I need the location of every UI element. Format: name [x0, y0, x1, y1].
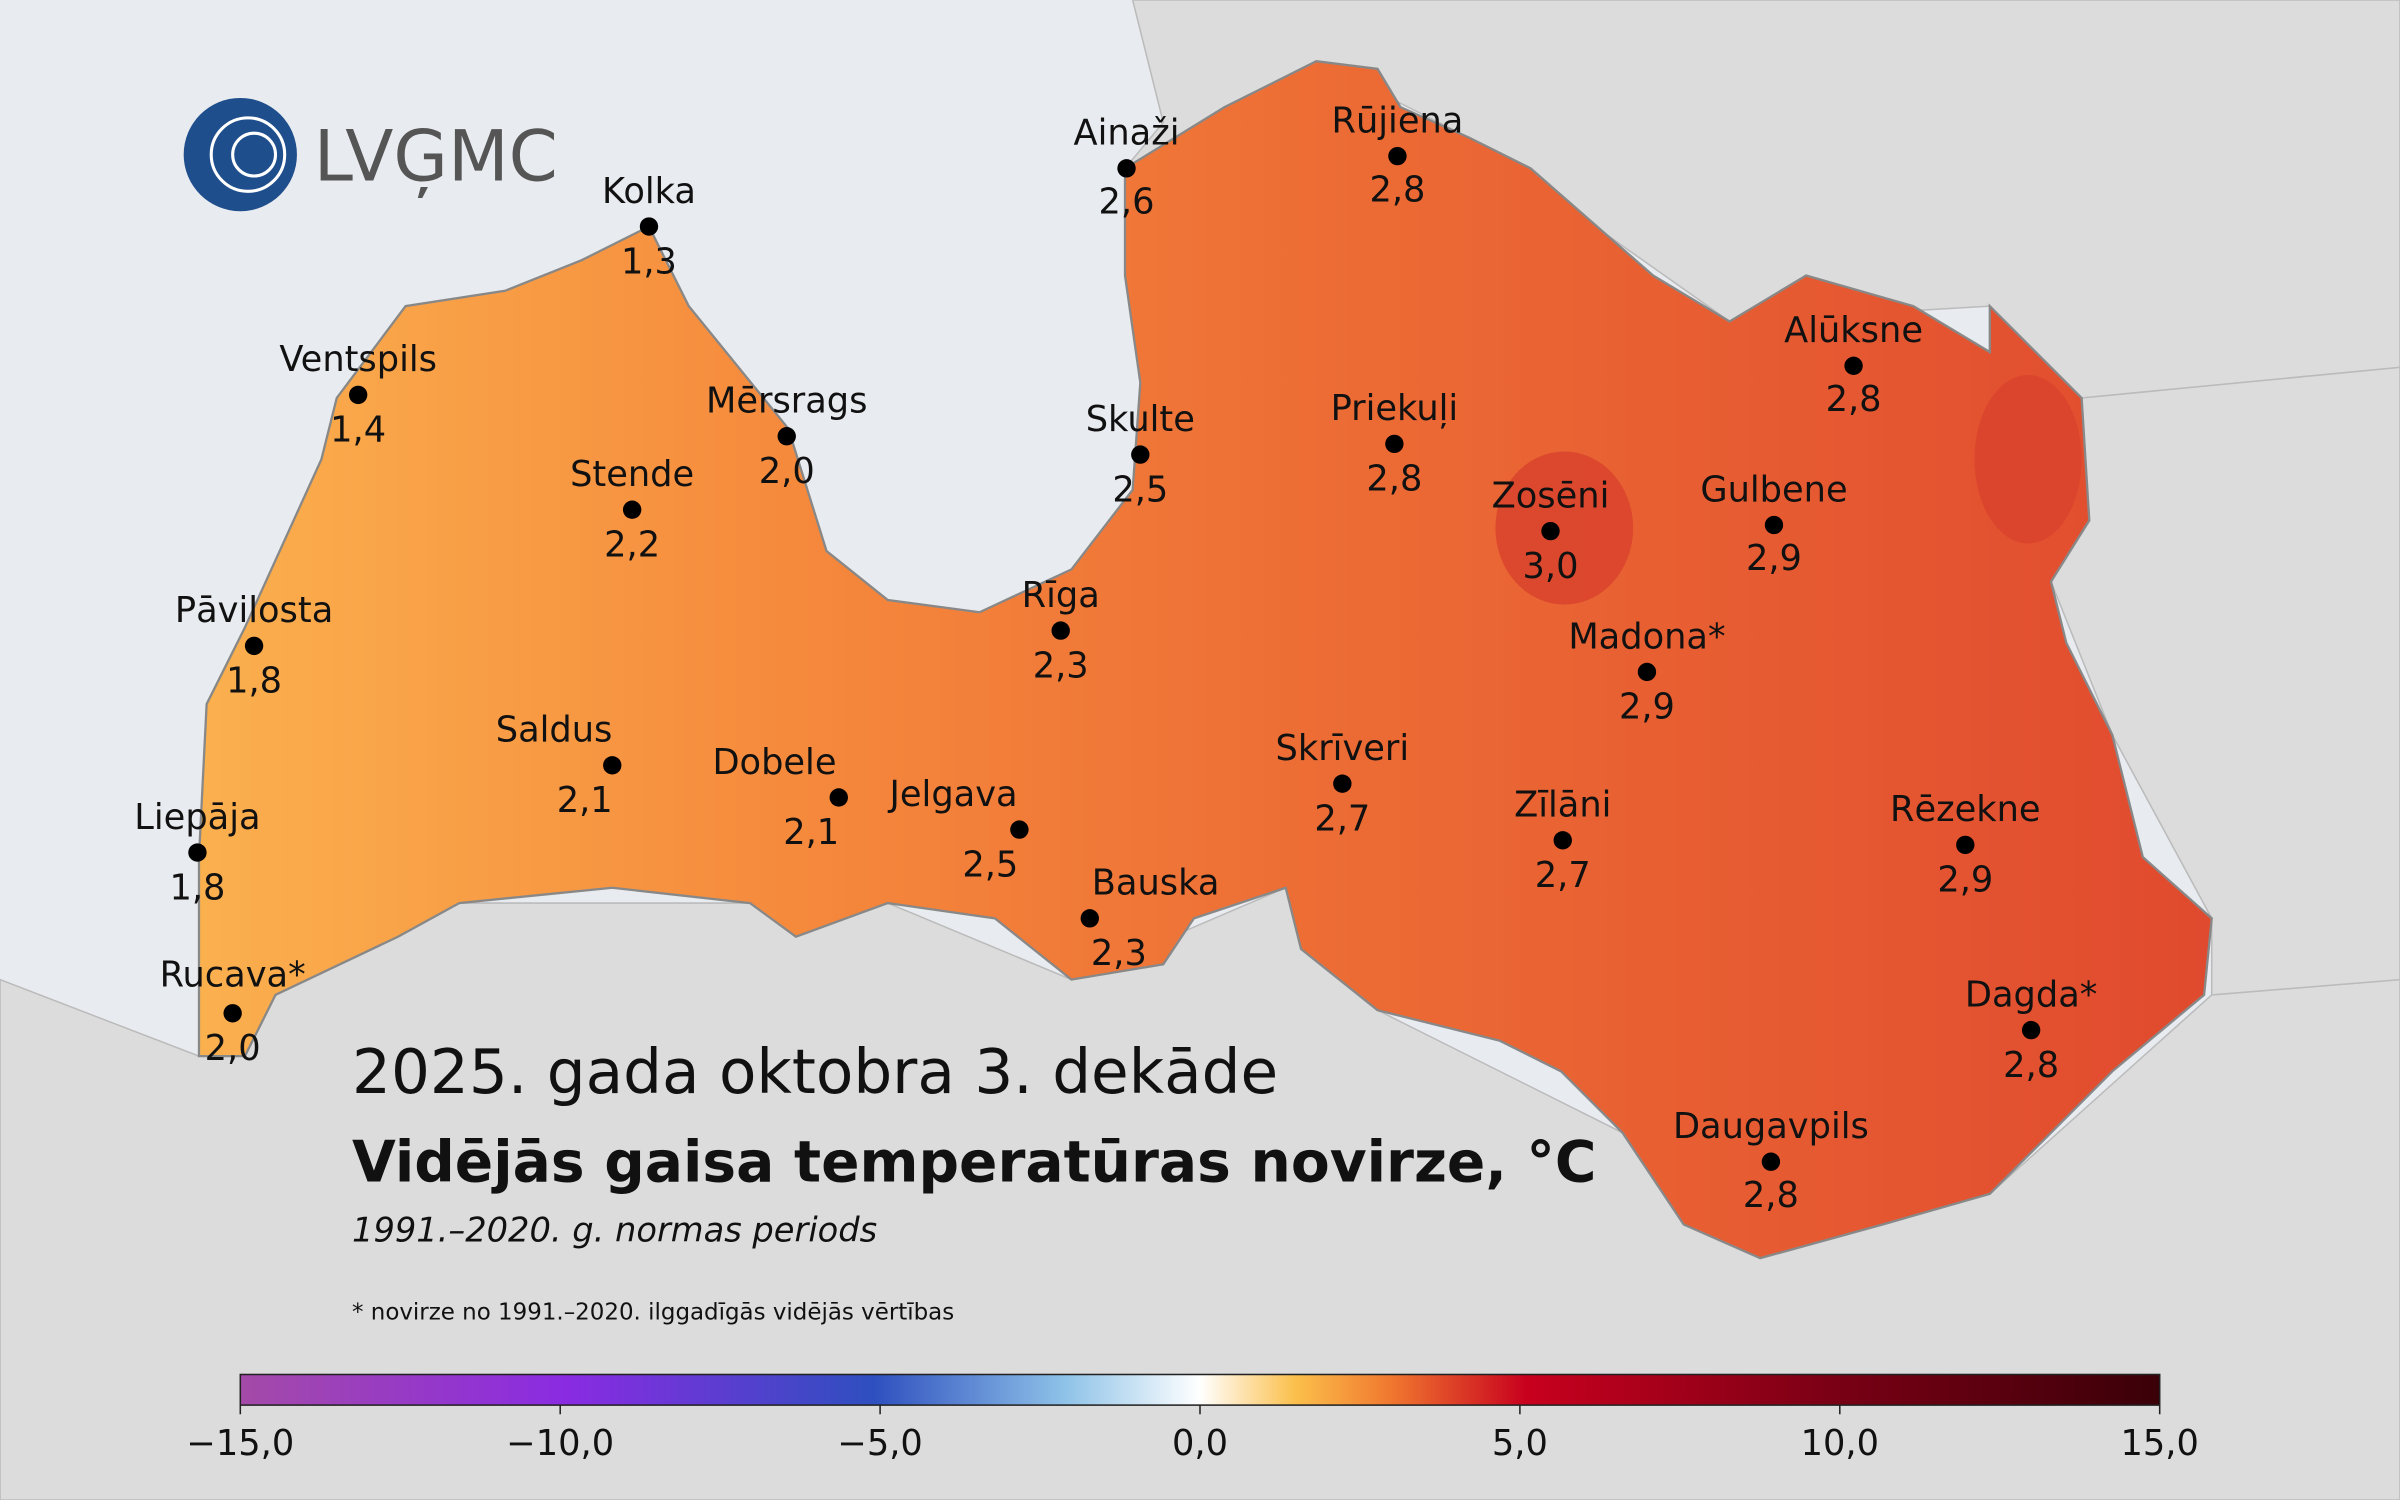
station-dot — [2021, 1020, 2041, 1040]
station-value: 2,3 — [1091, 933, 1147, 974]
station-name: Rīga — [1022, 575, 1100, 616]
stations: Kolka 1,3 Ventspils 1,4 Mērsrags 2,0 Stende 2,2… — [134, 100, 2097, 1215]
station-dot — [829, 788, 848, 807]
station-value: 2,3 — [1033, 645, 1089, 686]
colorbar-tick-label: 15,0 — [2121, 1423, 2199, 1464]
station-value: 2,1 — [557, 780, 613, 821]
station-name: Daugavpils — [1673, 1106, 1869, 1147]
title: 2025. gada oktobra 3. dekāde — [352, 1037, 1278, 1108]
colorbar-tick-label: −10,0 — [506, 1423, 614, 1464]
station-value: 2,9 — [1746, 538, 1802, 579]
station-value: 2,0 — [205, 1028, 261, 1069]
station-value: 2,2 — [604, 524, 660, 565]
station-name: Rucava* — [160, 955, 306, 996]
station-value: 2,8 — [1369, 169, 1425, 210]
station-dot — [1637, 662, 1657, 682]
station-value: 2,0 — [759, 451, 815, 492]
station-value: 1,8 — [226, 661, 282, 702]
station-dot — [1553, 831, 1572, 850]
station-name: Jelgava — [888, 774, 1018, 815]
warm-patch — [1495, 451, 1634, 605]
station-name: Rūjiena — [1332, 100, 1464, 141]
station-name: Stende — [570, 454, 694, 495]
station-value: 1,3 — [621, 241, 677, 282]
station-name: Zīlāni — [1514, 785, 1611, 826]
station-name: Zosēni — [1492, 475, 1610, 516]
station-name: Skulte — [1086, 399, 1195, 440]
latvia — [197, 60, 2213, 1260]
station-name: Mērsrags — [706, 381, 868, 422]
station-value: 2,8 — [1366, 459, 1422, 500]
station-value: 2,8 — [1826, 379, 1882, 420]
warm-patch — [1974, 375, 2082, 544]
station-value: 2,7 — [1314, 798, 1370, 839]
station-dot — [1764, 515, 1784, 535]
station-dot — [639, 217, 659, 236]
station-dot — [1956, 835, 1975, 855]
station-dot — [223, 1004, 242, 1023]
station-name: Ventspils — [279, 339, 437, 380]
subtitle: Vidējās gaisa temperatūras novirze, °C — [352, 1130, 1596, 1196]
station-value: 2,6 — [1099, 182, 1155, 223]
footnote: * novirze no 1991.–2020. ilggadīgās vidē… — [352, 1299, 954, 1325]
station-name: Rēzekne — [1890, 789, 2041, 830]
station-name: Priekuļi — [1331, 388, 1459, 429]
station-dot — [1385, 434, 1404, 454]
station-value: 2,8 — [1743, 1175, 1799, 1216]
colorbar — [239, 1373, 2161, 1406]
station-value: 2,9 — [1937, 860, 1993, 901]
station-dot — [777, 427, 796, 446]
station-dot — [1131, 445, 1150, 464]
station-dot — [1761, 1152, 1781, 1171]
station-dot — [603, 756, 622, 775]
station-dot — [1844, 356, 1863, 375]
station-dot — [1117, 159, 1136, 178]
station-name: Pāvilosta — [175, 590, 333, 631]
station-value: 2,5 — [1112, 469, 1168, 510]
station-name: Ainaži — [1074, 113, 1180, 154]
station-name: Liepāja — [134, 797, 260, 838]
station-name: Dagda* — [1965, 974, 2098, 1015]
station-value: 3,0 — [1523, 546, 1579, 587]
colorbar-ticks: −15,0 −10,0 −5,0 0,0 5,0 10,0 15,0 — [186, 1405, 2199, 1464]
station-dot — [1333, 774, 1352, 793]
station-value: 2,5 — [962, 844, 1018, 885]
station-name: Alūksne — [1784, 310, 1923, 351]
period: 1991.–2020. g. normas periods — [352, 1210, 877, 1249]
colorbar-tick-label: −5,0 — [837, 1423, 922, 1464]
station-name: Dobele — [712, 742, 836, 783]
station-name: Skrīveri — [1276, 728, 1410, 769]
station-dot — [1080, 909, 1099, 928]
station-name: Bauska — [1092, 863, 1220, 904]
station-name: Saldus — [496, 710, 613, 751]
logo-icon — [209, 116, 287, 193]
station-dot — [348, 385, 368, 405]
colorbar-tick-label: 10,0 — [1801, 1423, 1879, 1464]
logo-icon — [183, 97, 297, 212]
logo: LVĢMC — [183, 97, 558, 212]
station-value: 1,4 — [330, 410, 386, 451]
station-dot — [1010, 820, 1029, 839]
station-value: 2,7 — [1535, 855, 1591, 896]
logo-icon — [231, 131, 278, 178]
station-name: Kolka — [602, 171, 696, 212]
station-dot — [1388, 146, 1407, 166]
station-name: Gulbene — [1700, 469, 1847, 510]
station-dot — [244, 636, 264, 656]
station-dot — [1051, 621, 1070, 640]
logo-text: LVĢMC — [314, 116, 558, 199]
station-name: Madona* — [1568, 616, 1725, 657]
station-value: 2,8 — [2003, 1045, 2059, 1086]
station-value: 1,8 — [169, 867, 225, 908]
station-value: 2,1 — [783, 812, 839, 853]
station-value: 2,9 — [1619, 687, 1675, 728]
colorbar-tick-label: −15,0 — [186, 1423, 294, 1464]
colorbar-tick-label: 0,0 — [1172, 1423, 1228, 1464]
colorbar-tick-label: 5,0 — [1492, 1423, 1548, 1464]
station-dot — [188, 843, 207, 862]
station-dot — [622, 500, 642, 519]
station-dot — [1541, 521, 1560, 541]
